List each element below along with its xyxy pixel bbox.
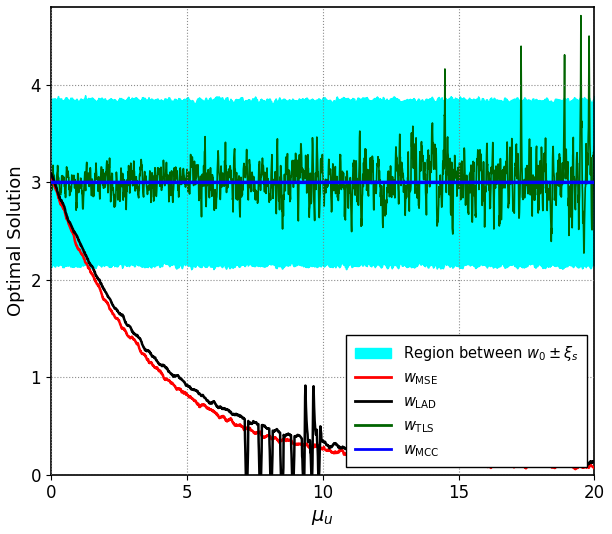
Legend: Region between $w_0\pm\xi_s$, $w_{\mathrm{MSE}}$, $w_{\mathrm{LAD}}$, $w_{\mathr: Region between $w_0\pm\xi_s$, $w_{\mathr… — [346, 335, 587, 467]
X-axis label: $\mu_u$: $\mu_u$ — [312, 508, 334, 527]
Y-axis label: Optimal Solution: Optimal Solution — [7, 166, 25, 316]
